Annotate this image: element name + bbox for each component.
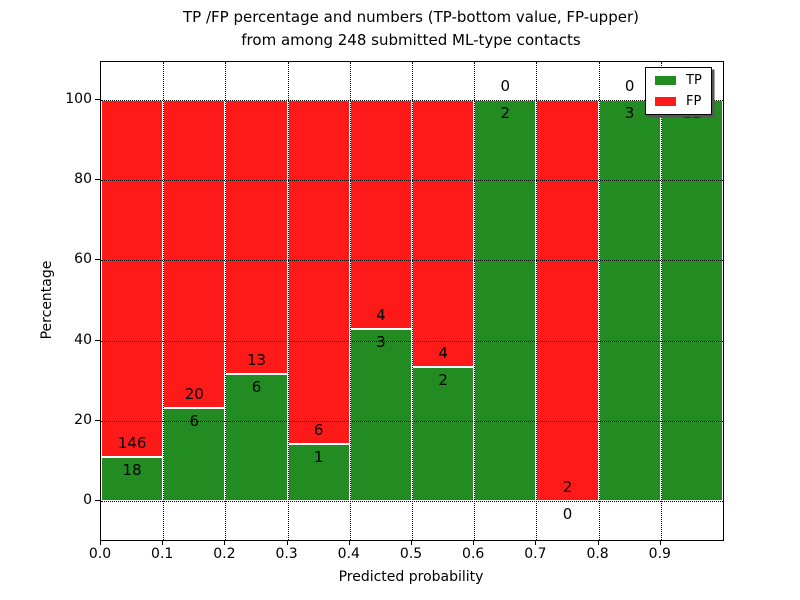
bar-segment-fp bbox=[101, 100, 164, 457]
chart-title-line1: TP /FP percentage and numbers (TP-bottom… bbox=[183, 8, 639, 26]
vertical-gridline bbox=[598, 62, 600, 540]
x-tick-label: 0.7 bbox=[524, 546, 547, 562]
x-tick-label: 0.3 bbox=[275, 546, 298, 562]
bar-count-label-tp: 3 bbox=[376, 333, 386, 352]
bar-segment-fp bbox=[163, 100, 226, 409]
bar-count-label-tp: 2 bbox=[438, 371, 448, 390]
bar-count-label-fp: 4 bbox=[438, 344, 448, 363]
horizontal-gridline bbox=[101, 340, 723, 342]
bar-segment-fp bbox=[536, 100, 599, 501]
horizontal-gridline bbox=[101, 420, 723, 422]
legend-label-fp: FP bbox=[686, 94, 702, 109]
x-tick-mark bbox=[411, 540, 412, 545]
bar-count-label-tp: 1 bbox=[313, 447, 324, 466]
bar-segment-fp bbox=[287, 100, 350, 444]
bar-count-label-fp: 20 bbox=[184, 385, 204, 404]
vertical-gridline bbox=[225, 62, 227, 540]
grid-layer bbox=[101, 62, 723, 540]
x-tick-label: 0.8 bbox=[586, 546, 609, 562]
x-tick-mark bbox=[100, 540, 101, 545]
chart-title: TP /FP percentage and numbers (TP-bottom… bbox=[100, 6, 722, 52]
horizontal-gridline bbox=[101, 260, 723, 262]
x-tick-mark bbox=[286, 540, 288, 545]
legend-entry-fp: FP bbox=[655, 94, 702, 109]
legend-entry-tp: TP bbox=[655, 73, 702, 88]
chart-title-line2: from among 248 submitted ML-type contact… bbox=[241, 31, 581, 49]
y-tick-label: 100 bbox=[65, 91, 92, 107]
y-tick-label: 0 bbox=[83, 492, 92, 508]
x-tick-mark bbox=[224, 540, 226, 545]
plot-area: 14618206136614342022003012 bbox=[100, 61, 724, 541]
fp-color-swatch-icon bbox=[655, 97, 676, 106]
x-tick-label: 0.2 bbox=[213, 546, 236, 562]
vertical-gridline bbox=[287, 62, 289, 540]
horizontal-gridline bbox=[101, 100, 723, 101]
y-tick-label: 40 bbox=[74, 331, 92, 348]
horizontal-gridline bbox=[101, 180, 723, 182]
x-axis-label: Predicted probability bbox=[338, 569, 484, 585]
y-tick-mark bbox=[95, 259, 100, 261]
x-tick-mark bbox=[162, 540, 164, 545]
y-tick-label: 60 bbox=[74, 251, 92, 268]
legend-label-tp: TP bbox=[686, 73, 702, 88]
y-tick-mark bbox=[95, 500, 100, 501]
y-tick-mark bbox=[95, 339, 100, 341]
bar-segment-fp bbox=[225, 100, 288, 375]
bars-layer bbox=[101, 62, 723, 540]
y-tick-label: 20 bbox=[74, 411, 92, 428]
bar-count-label-fp: 0 bbox=[624, 77, 635, 95]
vertical-gridline bbox=[412, 62, 413, 540]
bar-segment-tp bbox=[101, 456, 164, 501]
y-axis-label: Percentage bbox=[39, 260, 55, 340]
x-tick-label: 0.0 bbox=[88, 546, 112, 562]
bar-count-label-fp: 146 bbox=[117, 433, 147, 452]
bar-count-label-fp: 0 bbox=[500, 77, 511, 95]
bar-segment-fp bbox=[349, 100, 412, 330]
vertical-gridline bbox=[474, 62, 476, 540]
x-tick-mark bbox=[597, 540, 599, 545]
x-tick-label: 0.4 bbox=[337, 546, 360, 562]
horizontal-gridline bbox=[101, 501, 723, 502]
bar-count-labels-layer: 14618206136614342022003012 bbox=[101, 62, 723, 540]
vertical-gridline bbox=[349, 62, 351, 540]
bar-count-label-tp: 6 bbox=[189, 412, 200, 431]
bar-count-label-tp: 6 bbox=[251, 378, 262, 397]
bar-count-label-fp: 6 bbox=[313, 420, 324, 439]
x-tick-mark bbox=[535, 540, 537, 545]
x-tick-label: 0.1 bbox=[151, 546, 174, 562]
x-tick-mark bbox=[659, 540, 661, 545]
vertical-gridline bbox=[660, 62, 662, 540]
bar-count-label-fp: 2 bbox=[562, 478, 573, 496]
legend: TP FP bbox=[645, 67, 712, 115]
bar-segment-tp bbox=[412, 367, 475, 501]
bar-count-label-tp: 3 bbox=[624, 104, 635, 122]
vertical-gridline bbox=[163, 62, 165, 540]
y-tick-mark bbox=[95, 419, 100, 421]
bar-count-label-tp: 2 bbox=[500, 104, 511, 122]
bar-count-label-tp: 18 bbox=[122, 460, 142, 479]
y-tick-label: 80 bbox=[74, 171, 92, 188]
tp-color-swatch-icon bbox=[655, 76, 676, 85]
x-tick-label: 0.5 bbox=[399, 546, 423, 562]
bar-count-label-fp: 4 bbox=[376, 306, 386, 325]
x-tick-label: 0.9 bbox=[648, 546, 671, 562]
vertical-gridline bbox=[536, 62, 538, 540]
x-tick-label: 0.6 bbox=[462, 546, 485, 562]
x-tick-mark bbox=[473, 540, 475, 545]
bar-count-label-fp: 13 bbox=[246, 351, 267, 370]
x-tick-mark bbox=[348, 540, 350, 545]
bar-segment-fp bbox=[412, 100, 475, 368]
bar-count-label-tp: 0 bbox=[562, 505, 573, 523]
y-tick-mark bbox=[95, 99, 100, 100]
y-tick-mark bbox=[95, 179, 100, 181]
